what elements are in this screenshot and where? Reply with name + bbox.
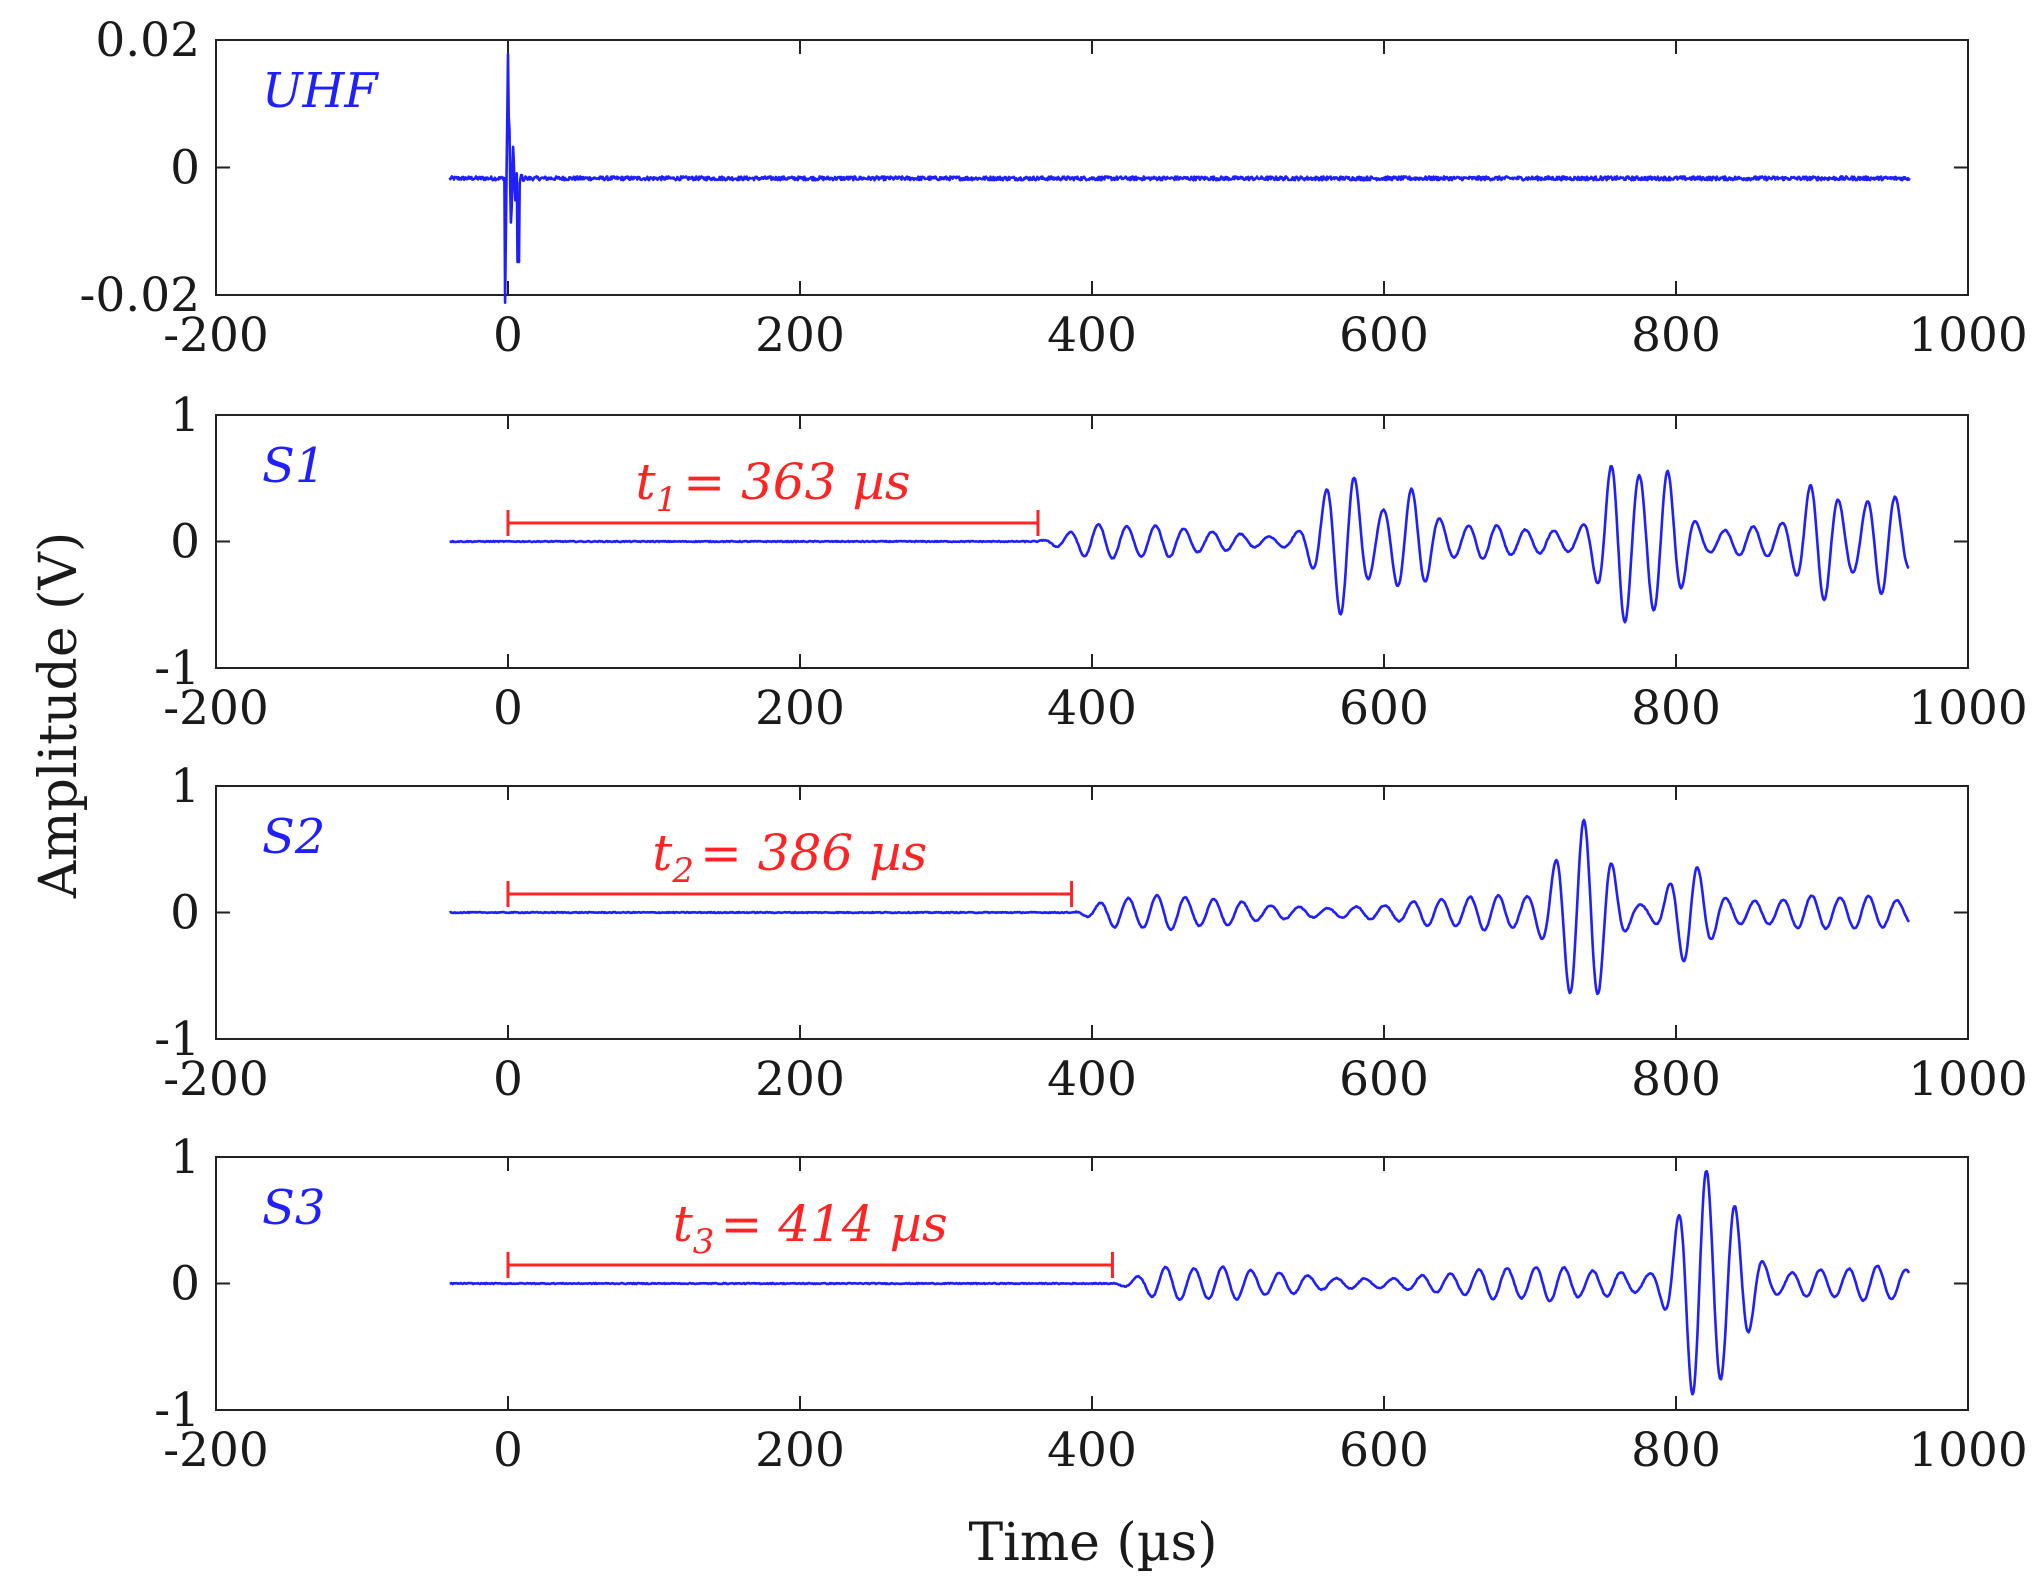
y-tick-label: 0 bbox=[170, 886, 200, 941]
annotation-variable: t bbox=[673, 1195, 694, 1253]
x-tick-label: 400 bbox=[1047, 681, 1137, 736]
x-tick-label: 800 bbox=[1631, 308, 1721, 363]
x-tick-label: 600 bbox=[1339, 681, 1429, 736]
annotation-variable: t bbox=[635, 453, 656, 511]
y-tick-label: 0.02 bbox=[95, 13, 200, 68]
x-tick-label: 400 bbox=[1047, 308, 1137, 363]
y-tick-label: 1 bbox=[170, 759, 200, 814]
x-tick-label: -200 bbox=[163, 1423, 269, 1478]
x-tick-label: 200 bbox=[755, 308, 845, 363]
y-tick-label: 1 bbox=[170, 1130, 200, 1185]
panel-label: S3 bbox=[262, 1180, 325, 1236]
x-tick-label: 400 bbox=[1047, 1052, 1137, 1107]
x-tick-label: -200 bbox=[163, 1052, 269, 1107]
signal-trace bbox=[449, 464, 1910, 624]
annotation-value: = 363 µs bbox=[683, 453, 910, 511]
x-tick-label: 1000 bbox=[1908, 1423, 2028, 1478]
annotation-subscript: 1 bbox=[656, 480, 678, 520]
panel-s3: -200 0 200 400 600 800 1000 -1 0 1 S3 t3 = 414 µs bbox=[154, 1130, 2028, 1478]
signal-trace bbox=[449, 1169, 1911, 1396]
panel-label: UHF bbox=[262, 63, 379, 119]
x-tick-label: 600 bbox=[1339, 1423, 1429, 1478]
x-tick-label: 0 bbox=[493, 1052, 523, 1107]
x-tick-label: 400 bbox=[1047, 1423, 1137, 1478]
x-tick-label: -200 bbox=[163, 681, 269, 736]
x-tick-label: 600 bbox=[1339, 1052, 1429, 1107]
annotation-subscript: 2 bbox=[671, 851, 694, 891]
x-tick-label: 200 bbox=[755, 681, 845, 736]
y-axis-label: Amplitude (V) bbox=[29, 532, 89, 900]
annotation-variable: t bbox=[652, 824, 673, 882]
arrival-time-annotation: t2 = 386 µs bbox=[652, 824, 927, 891]
y-tick-label: -1 bbox=[154, 641, 200, 696]
arrival-time-annotation: t3 = 414 µs bbox=[673, 1195, 948, 1262]
x-tick-label: 0 bbox=[493, 681, 523, 736]
y-tick-label: 0 bbox=[170, 141, 200, 196]
x-tick-label: 1000 bbox=[1908, 308, 2028, 363]
panel-label: S2 bbox=[262, 809, 325, 865]
x-tick-label: 0 bbox=[493, 1423, 523, 1478]
x-tick-label: 1000 bbox=[1908, 681, 2028, 736]
y-tick-label: -1 bbox=[154, 1383, 200, 1438]
x-tick-label: 200 bbox=[755, 1423, 845, 1478]
x-tick-label: -200 bbox=[163, 308, 269, 363]
annotation-subscript: 3 bbox=[693, 1222, 715, 1262]
arrival-time-annotation: t1 = 363 µs bbox=[635, 453, 910, 520]
x-tick-label: 800 bbox=[1631, 1423, 1721, 1478]
x-tick-label: 800 bbox=[1631, 1052, 1721, 1107]
x-tick-label: 200 bbox=[755, 1052, 845, 1107]
signal-trace bbox=[448, 52, 1911, 304]
signal-trace bbox=[448, 818, 1911, 996]
y-tick-label: -1 bbox=[154, 1012, 200, 1067]
x-tick-label: 0 bbox=[493, 308, 523, 363]
y-tick-label: 1 bbox=[170, 388, 200, 443]
annotation-value: = 386 µs bbox=[700, 824, 927, 882]
panel-label: S1 bbox=[262, 438, 325, 494]
panel-uhf: -200 0 200 400 600 800 1000 -0.02 0 0.02 UHF bbox=[79, 13, 2027, 363]
annotation-value: = 414 µs bbox=[720, 1195, 947, 1253]
y-tick-label: -0.02 bbox=[79, 268, 200, 323]
x-tick-label: 800 bbox=[1631, 681, 1721, 736]
x-axis-label: Time (µs) bbox=[969, 1513, 1218, 1573]
plot-frame bbox=[215, 39, 1969, 296]
x-tick-label: 1000 bbox=[1908, 1052, 2028, 1107]
y-tick-label: 0 bbox=[170, 515, 200, 570]
panel-s2: -200 0 200 400 600 800 1000 -1 0 1 S2 t2 = 386 µs bbox=[154, 759, 2028, 1107]
y-tick-label: 0 bbox=[170, 1257, 200, 1312]
x-tick-label: 600 bbox=[1339, 308, 1429, 363]
